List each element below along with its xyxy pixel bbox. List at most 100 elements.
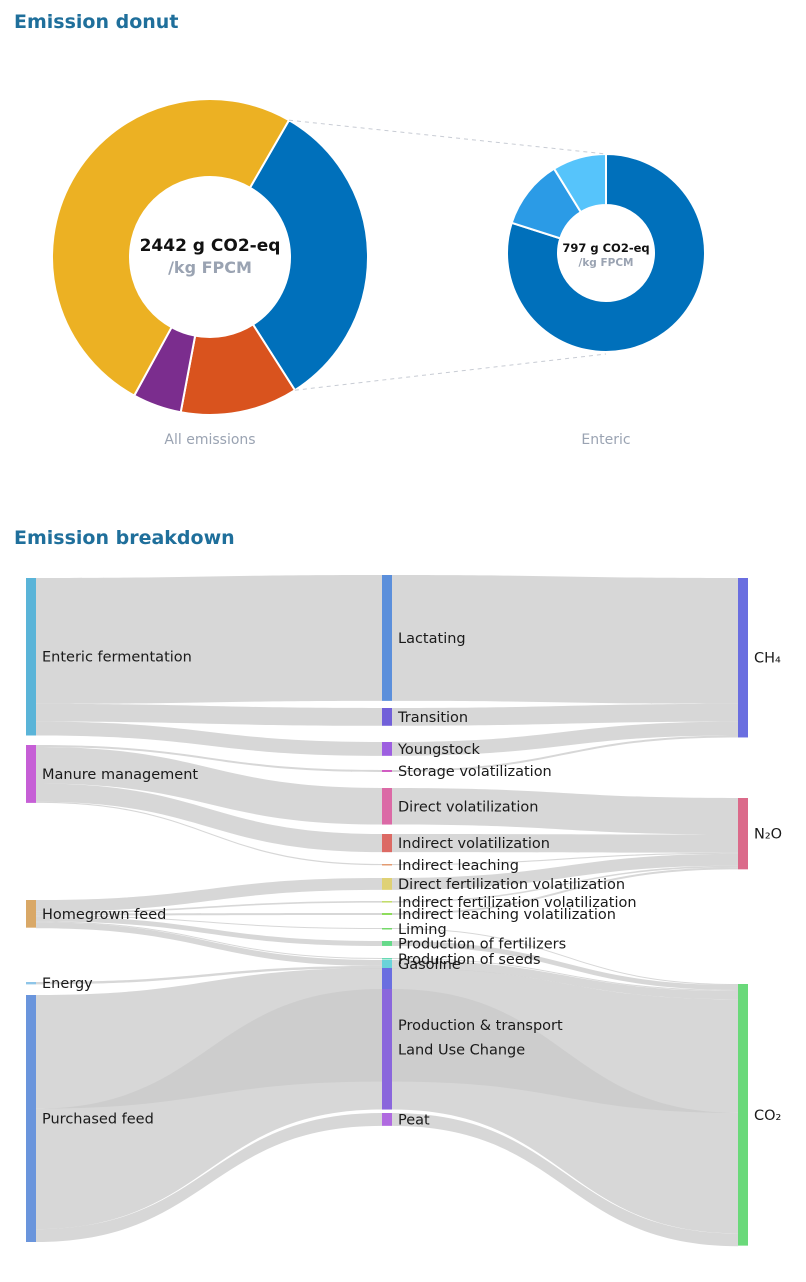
sankey-node-label: CH₄ — [754, 651, 781, 667]
sankey-link-24[interactable] — [392, 852, 738, 866]
sankey-node-0-2[interactable] — [26, 900, 36, 928]
sankey-node-1-10[interactable] — [382, 928, 392, 930]
sankey-link-2[interactable] — [36, 721, 382, 756]
sankey-node-label: Youngstock — [397, 742, 480, 758]
sankey-node-0-4[interactable] — [26, 995, 36, 1242]
sankey-link-1[interactable] — [36, 703, 382, 726]
sankey-node-label: Liming — [398, 922, 447, 938]
detail-donut-center-value: 797 g CO2-eq — [562, 241, 649, 255]
sankey-node-1-4[interactable] — [382, 788, 392, 825]
sankey-node-label: N₂O — [754, 827, 782, 843]
sankey-link-11[interactable] — [36, 916, 382, 946]
sankey-link-26[interactable] — [392, 865, 738, 903]
sankey-link-31[interactable] — [392, 960, 738, 1000]
sankey-node-2-2[interactable] — [738, 984, 748, 1246]
connector-line-top — [288, 119, 607, 155]
sankey-node-label: Land Use Change — [398, 1042, 525, 1058]
sankey-link-8[interactable] — [36, 901, 382, 914]
sankey-link-3[interactable] — [36, 745, 382, 772]
sankey-node-label: Production of fertilizers — [398, 936, 566, 952]
detail-donut-caption: Enteric — [581, 432, 630, 448]
sankey-node-label: Storage volatilization — [398, 764, 552, 780]
sankey-link-12[interactable] — [36, 921, 382, 959]
sankey-link-18[interactable] — [392, 575, 738, 704]
sankey-node-1-12[interactable] — [382, 958, 392, 960]
sankey-node-1-11[interactable] — [382, 941, 392, 946]
sankey-link-22[interactable] — [392, 788, 738, 835]
sankey-link-9[interactable] — [36, 913, 382, 916]
main-donut — [51, 98, 369, 416]
sankey-link-21[interactable] — [392, 735, 738, 772]
sankey-node-label: Manure management — [42, 767, 198, 783]
sankey-node-label: Lactating — [398, 631, 466, 647]
sankey-node-label: Indirect leaching — [398, 858, 519, 874]
sankey-node-label: Gasoline — [398, 957, 461, 973]
main-donut-slice-0[interactable] — [248, 118, 369, 392]
sankey-node-label: CO₂ — [754, 1108, 781, 1124]
sankey-link-6[interactable] — [36, 801, 382, 866]
connector-line-bottom — [294, 353, 607, 391]
sankey-node-1-15[interactable] — [382, 989, 392, 1110]
sankey-node-label: Indirect volatilization — [398, 836, 550, 852]
sankey-link-0[interactable] — [36, 575, 382, 704]
sankey-node-1-6[interactable] — [382, 864, 392, 866]
sankey-node-label: Indirect leaching volatilization — [398, 907, 616, 923]
sankey-node-1-3[interactable] — [382, 770, 392, 772]
sankey-node-label: Production of seeds — [398, 952, 541, 968]
sankey-link-19[interactable] — [392, 703, 738, 726]
main-donut-center-value: 2442 g CO2-eq — [140, 236, 281, 256]
sankey-link-28[interactable] — [392, 928, 738, 985]
sankey-node-label: Enteric fermentation — [42, 650, 192, 666]
sankey-node-label: Direct fertilization volatilization — [398, 877, 625, 893]
sankey-labels: Enteric fermentation Manure management Hom… — [42, 631, 782, 1128]
sankey-link-23[interactable] — [392, 834, 738, 853]
sankey-nodes — [26, 575, 748, 1246]
main-donut-caption: All emissions — [164, 432, 255, 448]
sankey-node-1-2[interactable] — [382, 742, 392, 756]
sankey-node-1-5[interactable] — [382, 834, 392, 853]
sankey-link-14[interactable] — [36, 965, 382, 985]
detail-donut-slice-0[interactable] — [506, 152, 706, 353]
sankey-link-5[interactable] — [36, 783, 382, 853]
sankey-link-20[interactable] — [392, 721, 738, 756]
sankey-node-1-0[interactable] — [382, 575, 392, 701]
sankey-link-29[interactable] — [392, 941, 738, 990]
sankey-node-0-0[interactable] — [26, 578, 36, 736]
sankey-node-2-0[interactable] — [738, 578, 748, 738]
sankey-link-4[interactable] — [36, 746, 382, 825]
emission-sankey-chart: Enteric fermentation Manure management Hom… — [26, 575, 782, 1247]
sankey-node-1-1[interactable] — [382, 708, 392, 726]
enteric-detail-donut — [506, 152, 706, 353]
sankey-node-0-1[interactable] — [26, 745, 36, 803]
sankey-link-17[interactable] — [36, 1113, 382, 1242]
sankey-link-33[interactable] — [392, 989, 738, 1234]
sankey-link-13[interactable] — [36, 922, 382, 966]
sankey-node-label: Energy — [42, 976, 93, 992]
sankey-links — [36, 575, 738, 1247]
detail-donut-slice-2[interactable] — [552, 152, 607, 214]
main-donut-slice-3[interactable] — [51, 98, 291, 397]
sankey-link-10[interactable] — [36, 915, 382, 929]
sankey-link-34[interactable] — [392, 1113, 738, 1247]
sankey-node-1-13[interactable] — [382, 960, 392, 969]
sankey-link-7[interactable] — [36, 878, 382, 912]
donut-section-title: Emission donut — [14, 11, 179, 33]
sankey-node-label: Purchased feed — [42, 1112, 154, 1128]
sankey-link-25[interactable] — [392, 853, 738, 890]
sankey-node-1-9[interactable] — [382, 913, 392, 915]
sankey-node-1-16[interactable] — [382, 1113, 392, 1126]
breakdown-section-title: Emission breakdown — [14, 527, 235, 549]
sankey-node-label: Production & transport — [398, 1018, 563, 1034]
sankey-node-1-7[interactable] — [382, 878, 392, 890]
detail-donut-center-unit: /kg FPCM — [578, 257, 633, 269]
sankey-node-label: Direct volatilization — [398, 799, 538, 815]
sankey-link-27[interactable] — [392, 867, 738, 915]
sankey-link-16[interactable] — [36, 989, 382, 1230]
sankey-node-2-1[interactable] — [738, 798, 748, 870]
sankey-node-label: Transition — [397, 710, 468, 726]
sankey-node-label: Indirect fertilization volatilization — [398, 895, 637, 911]
sankey-link-30[interactable] — [392, 958, 738, 991]
sankey-node-0-3[interactable] — [26, 982, 36, 985]
main-donut-center-unit: /kg FPCM — [168, 258, 252, 277]
sankey-node-1-8[interactable] — [382, 901, 392, 903]
